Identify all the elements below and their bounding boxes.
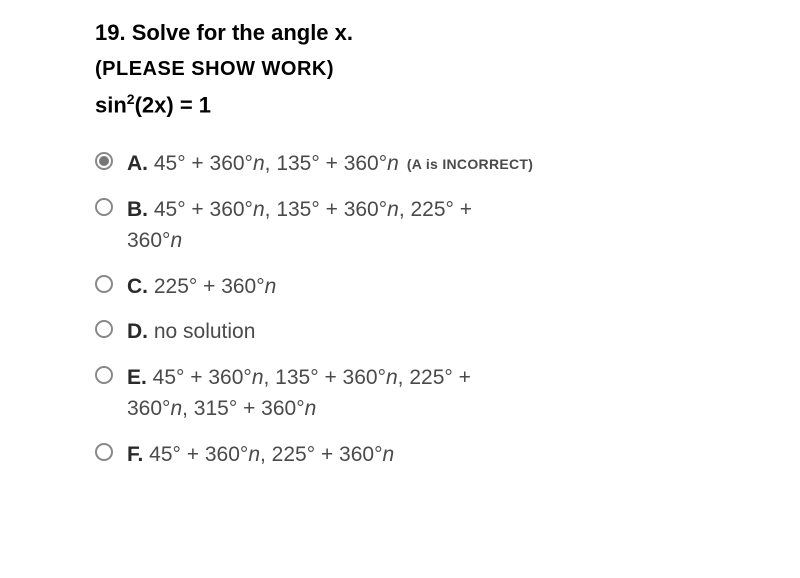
option-c[interactable]: C. 225° + 360°n bbox=[95, 271, 740, 303]
option-b[interactable]: B. 45° + 360°n, 135° + 360°n, 225° +360°… bbox=[95, 194, 740, 257]
option-f-letter: F. bbox=[127, 443, 143, 466]
option-b-letter: B. bbox=[127, 198, 148, 221]
radio-c[interactable] bbox=[95, 275, 113, 293]
option-c-text: C. 225° + 360°n bbox=[127, 271, 740, 303]
radio-d[interactable] bbox=[95, 320, 113, 338]
option-b-text: B. 45° + 360°n, 135° + 360°n, 225° +360°… bbox=[127, 194, 740, 257]
option-e[interactable]: E. 45° + 360°n, 135° + 360°n, 225° +360°… bbox=[95, 362, 740, 425]
question-number: 19. bbox=[95, 20, 126, 45]
question-title: 19. Solve for the angle x. bbox=[95, 20, 740, 46]
radio-b[interactable] bbox=[95, 198, 113, 216]
question-text: Solve for the angle x. bbox=[132, 20, 353, 45]
option-e-letter: E. bbox=[127, 366, 147, 389]
option-f-text: F. 45° + 360°n, 225° + 360°n bbox=[127, 439, 740, 471]
radio-f[interactable] bbox=[95, 443, 113, 461]
incorrect-note: (A is INCORRECT) bbox=[407, 156, 533, 172]
question-container: 19. Solve for the angle x. (PLEASE SHOW … bbox=[0, 20, 800, 470]
option-a-letter: A. bbox=[127, 152, 148, 175]
equation: sin2(2x) = 1 bbox=[95, 91, 740, 118]
option-d-text: D. no solution bbox=[127, 316, 740, 348]
option-d[interactable]: D. no solution bbox=[95, 316, 740, 348]
option-e-text: E. 45° + 360°n, 135° + 360°n, 225° +360°… bbox=[127, 362, 740, 425]
option-d-letter: D. bbox=[127, 320, 148, 343]
radio-e[interactable] bbox=[95, 366, 113, 384]
radio-a[interactable] bbox=[95, 152, 113, 170]
option-c-letter: C. bbox=[127, 275, 148, 298]
option-a-text: A. 45° + 360°n, 135° + 360°n(A is INCORR… bbox=[127, 148, 740, 180]
options-list: A. 45° + 360°n, 135° + 360°n(A is INCORR… bbox=[95, 148, 740, 470]
option-f[interactable]: F. 45° + 360°n, 225° + 360°n bbox=[95, 439, 740, 471]
option-a[interactable]: A. 45° + 360°n, 135° + 360°n(A is INCORR… bbox=[95, 148, 740, 180]
instruction-text: (PLEASE SHOW WORK) bbox=[95, 58, 740, 81]
